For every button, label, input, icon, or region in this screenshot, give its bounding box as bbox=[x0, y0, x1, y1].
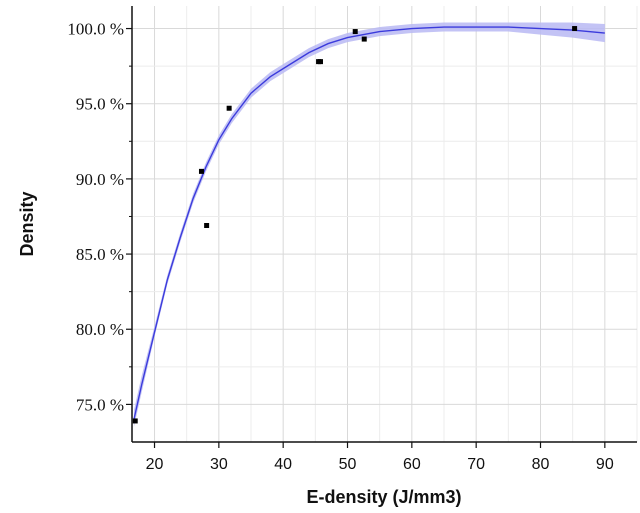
x-axis-label: E-density (J/mm3) bbox=[306, 487, 461, 507]
x-tick-label-30: 30 bbox=[210, 456, 228, 473]
x-tick-label-80: 80 bbox=[532, 456, 550, 473]
y-tick-label-80: 80.0 % bbox=[76, 320, 124, 339]
y-tick-label-90: 90.0 % bbox=[76, 170, 124, 189]
data-point-8 bbox=[361, 36, 367, 42]
data-point-7 bbox=[352, 29, 358, 35]
x-tick-label-60: 60 bbox=[403, 456, 421, 473]
data-point-2 bbox=[198, 168, 204, 174]
axes bbox=[131, 6, 637, 443]
y-axis-ticks: 75.0 % 80.0 % 85.0 % 90.0 % 95.0 % 100.0 % bbox=[67, 20, 132, 414]
y-tick-label-85: 85.0 % bbox=[76, 245, 124, 264]
x-tick-label-20: 20 bbox=[146, 456, 164, 473]
data-points-layer bbox=[132, 26, 578, 424]
data-point-4 bbox=[226, 105, 232, 111]
data-point-1 bbox=[132, 418, 138, 424]
y-tick-label-100: 100.0 % bbox=[67, 20, 124, 39]
data-point-3 bbox=[204, 223, 210, 229]
y-tick-label-95: 95.0 % bbox=[76, 95, 124, 114]
x-axis-ticks: 20 30 40 50 60 70 80 90 bbox=[146, 442, 614, 473]
plot-background bbox=[132, 6, 637, 442]
x-tick-label-90: 90 bbox=[596, 456, 614, 473]
x-tick-label-40: 40 bbox=[274, 456, 292, 473]
fit-line-layer bbox=[133, 26, 605, 420]
data-point-9 bbox=[572, 26, 578, 32]
y-tick-label-75: 75.0 % bbox=[76, 395, 124, 414]
y-axis-label: Density bbox=[17, 191, 37, 256]
fit-line bbox=[133, 26, 605, 420]
x-tick-label-50: 50 bbox=[339, 456, 357, 473]
data-point-6 bbox=[317, 59, 323, 65]
x-tick-label-70: 70 bbox=[467, 456, 485, 473]
